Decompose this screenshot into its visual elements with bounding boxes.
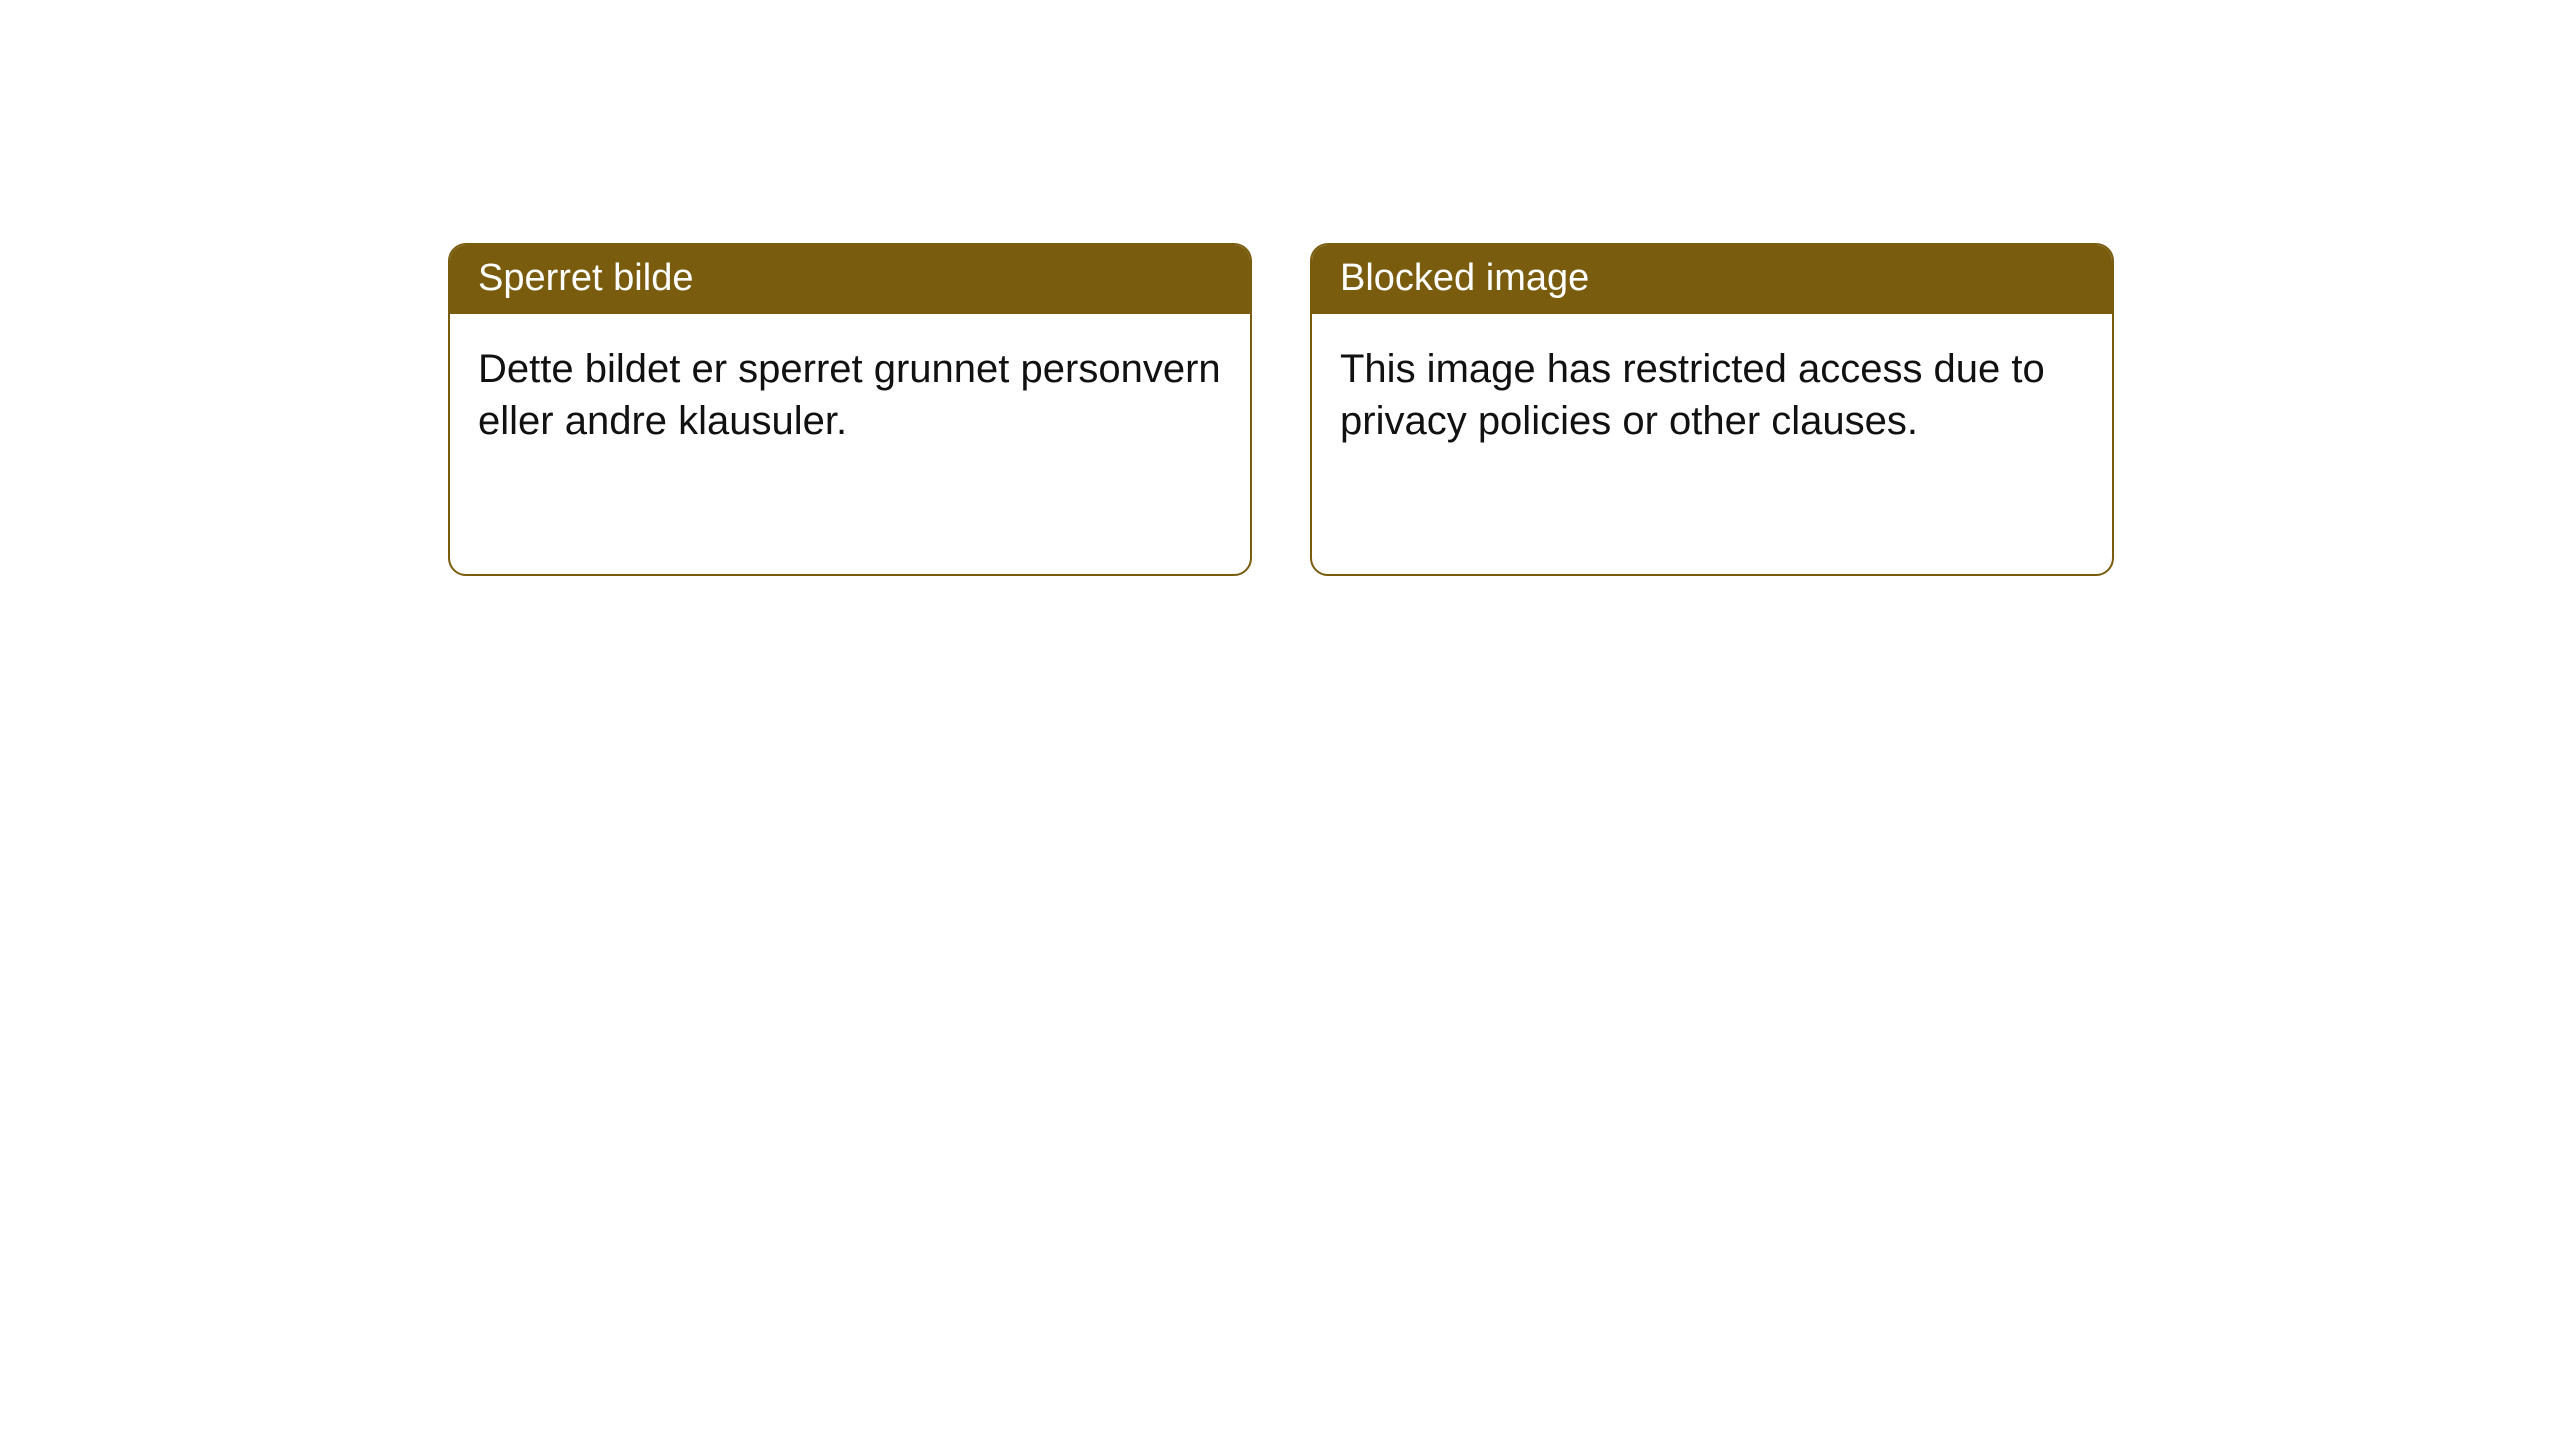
notice-card-message: This image has restricted access due to … (1312, 314, 2112, 476)
notice-card-norwegian: Sperret bilde Dette bildet er sperret gr… (448, 243, 1252, 576)
notice-card-message: Dette bildet er sperret grunnet personve… (450, 314, 1250, 476)
notice-cards-container: Sperret bilde Dette bildet er sperret gr… (448, 243, 2114, 576)
notice-card-title: Blocked image (1312, 245, 2112, 314)
notice-card-english: Blocked image This image has restricted … (1310, 243, 2114, 576)
notice-card-title: Sperret bilde (450, 245, 1250, 314)
